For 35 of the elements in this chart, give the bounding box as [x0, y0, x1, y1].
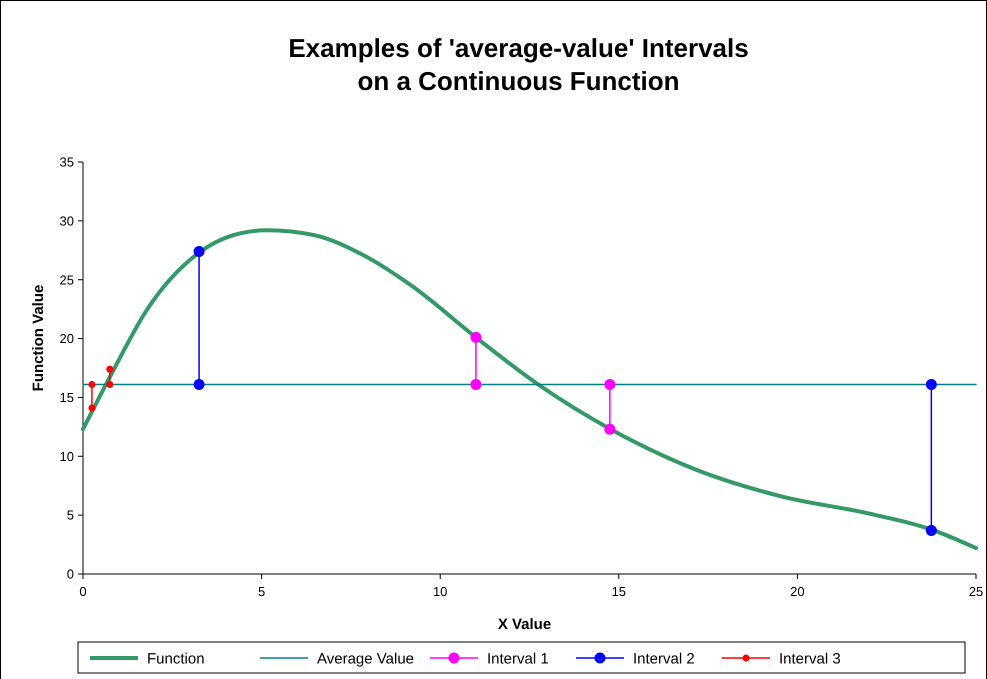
point [926, 378, 937, 390]
point [106, 366, 114, 373]
x-tick-label: 0 [79, 584, 87, 599]
legend-label: Interval 3 [779, 650, 841, 668]
y-tick-label: 35 [60, 154, 74, 170]
y-tick-label: 0 [66, 566, 74, 582]
point [88, 404, 96, 412]
point [194, 246, 205, 257]
y-tick-label: 20 [60, 331, 74, 346]
legend-label: Function [147, 650, 205, 668]
line-series [81, 228, 978, 550]
x-tick-label: 15 [612, 584, 626, 599]
point [604, 378, 616, 390]
x-tick-label: 20 [790, 584, 805, 599]
x-axis-title: X Value [498, 616, 552, 633]
y-tick-label: 10 [60, 448, 74, 464]
point [926, 524, 937, 536]
point [88, 380, 96, 388]
y-tick-label: 25 [60, 272, 74, 288]
y-axis-title: Function Value [30, 284, 47, 392]
x-tick-label: 25 [968, 584, 984, 599]
x-tick-label: 5 [258, 584, 266, 599]
legend-label: Average Value [317, 650, 414, 668]
x-tick-label: 10 [432, 584, 448, 599]
point [194, 378, 205, 390]
y-tick-label: 15 [60, 390, 74, 405]
point [470, 332, 482, 343]
point [604, 424, 616, 435]
point [470, 378, 482, 390]
y-tick-label: 5 [66, 508, 74, 523]
y-tick-label: 30 [60, 213, 74, 228]
legend-label: Interval 1 [487, 650, 549, 668]
chart-title: Examples of 'average-value' Intervals on a Continuous Function [288, 33, 749, 96]
legend-label: Interval 2 [633, 650, 695, 668]
point [106, 380, 114, 388]
